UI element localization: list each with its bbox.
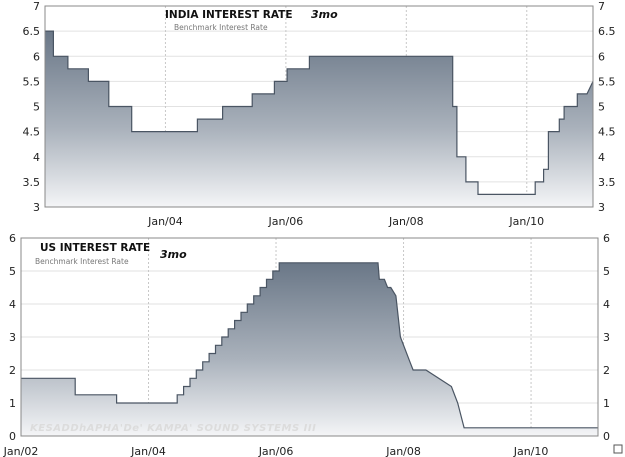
india-x-tick-label: Jan/06 [268,215,304,228]
india-y-tick-label-right: 5.5 [598,75,616,88]
india-y-tick-label-left: 4 [33,151,40,164]
india-y-tick-label-right: 4.5 [598,126,616,139]
india-chart-title: INDIA INTEREST RATE [165,9,293,21]
india-y-tick-label-left: 4.5 [23,126,41,139]
us-x-tick-label: Jan/08 [385,445,421,457]
india-y-tick-label-right: 5 [598,101,605,114]
us-y-tick-label-left: 2 [9,364,16,377]
us-y-tick-label-left: 3 [9,331,16,344]
india-y-tick-label-right: 6.5 [598,25,616,38]
india-chart-title-tag: 3mo [311,8,338,21]
us-x-ticks: Jan/02 Jan/04 Jan/06 Jan/08 Jan/10 [3,445,549,457]
us-y-tick-label-right: 6 [603,232,610,245]
us-chart-subtitle: Benchmark Interest Rate [35,257,129,266]
india-interest-rate-chart: 3 3.5 4 4.5 5 5.5 6 6.5 7 3 3.5 4 4.5 5 5.5 6 6.5 7 Jan/… [23,0,616,228]
india-x-tick-label: Jan/10 [508,215,544,228]
india-series-line [45,30,594,195]
india-x-ticks: Jan/04 Jan/06 Jan/08 Jan/10 [147,215,544,228]
india-y-ticks-left: 3 3.5 4 4.5 5 5.5 6 6.5 7 [23,0,41,214]
us-y-tick-label-left: 1 [9,397,16,410]
india-y-tick-label-left: 3.5 [23,176,41,189]
us-x-tick-label: Jan/04 [130,445,166,457]
us-y-tick-label-left: 0 [9,430,16,443]
us-area-fill [21,262,598,436]
us-x-tick-label: Jan/02 [3,445,39,457]
india-y-tick-label-right: 3.5 [598,176,616,189]
corner-glyph-icon [613,444,623,454]
us-watermark: KESADDhAPHA'De' KAMPA' SOUND SYSTEMS III [30,423,316,434]
india-y-ticks-right: 3 3.5 4 4.5 5 5.5 6 6.5 7 [598,0,616,214]
india-y-tick-label-right: 6 [598,50,605,63]
india-y-tick-label-right: 7 [598,0,605,13]
india-area-fill [45,31,593,207]
india-chart-subtitle: Benchmark Interest Rate [174,23,268,32]
india-y-tick-label-left: 5.5 [23,75,41,88]
india-plot-frame [44,5,594,208]
us-y-tick-label-right: 5 [603,265,610,278]
india-x-tick-label: Jan/08 [388,215,424,228]
india-y-tick-label-right: 3 [598,201,605,214]
us-y-tick-label-left: 4 [9,298,16,311]
us-y-tick-label-right: 0 [603,430,610,443]
us-y-ticks-right: 0 1 2 3 4 5 6 [603,232,610,443]
india-y-tick-label-left: 7 [33,0,40,13]
us-plot-frame [20,237,599,437]
us-y-ticks-left: 0 1 2 3 4 5 6 [9,232,16,443]
us-chart-title-tag: 3mo [160,248,187,261]
india-area [45,30,594,207]
us-x-tick-label: Jan/10 [513,445,549,457]
us-area [21,262,598,436]
us-series-line [21,262,598,429]
us-chart-title: US INTEREST RATE [40,242,150,254]
india-y-tick-label-left: 3 [33,201,40,214]
us-y-tick-label-right: 1 [603,397,610,410]
india-y-tick-label-right: 4 [598,151,605,164]
india-x-tick-label: Jan/04 [147,215,183,228]
india-y-tick-label-left: 6.5 [23,25,41,38]
us-y-tick-label-right: 3 [603,331,610,344]
india-y-tick-label-left: 5 [33,101,40,114]
us-y-tick-label-left: 6 [9,232,16,245]
us-y-tick-label-right: 2 [603,364,610,377]
us-y-tick-label-left: 5 [9,265,16,278]
india-y-tick-label-left: 6 [33,50,40,63]
us-x-tick-label: Jan/06 [258,445,294,457]
us-interest-rate-chart: KESADDhAPHA'De' KAMPA' SOUND SYSTEMS III… [3,232,610,457]
us-y-tick-label-right: 4 [603,298,610,311]
